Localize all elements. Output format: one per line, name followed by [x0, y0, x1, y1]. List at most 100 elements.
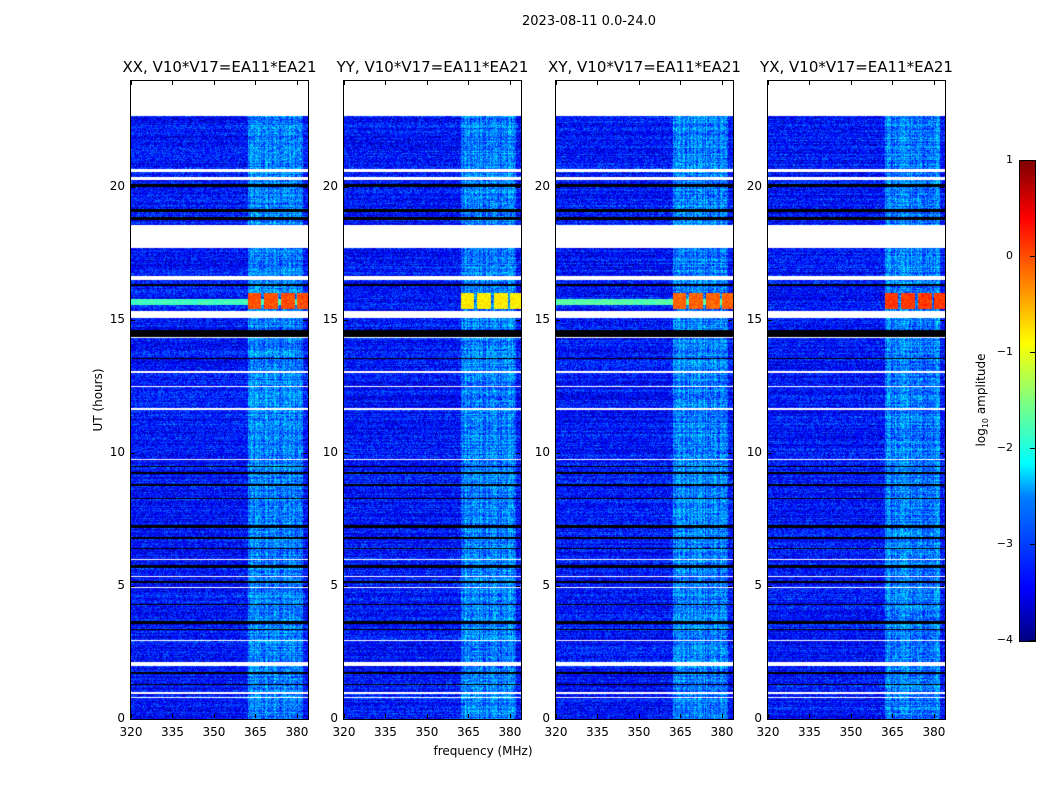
colorbar-tick-label: 1: [1006, 153, 1013, 166]
colorbar-tick-mark: [1030, 256, 1035, 257]
x-tick-mark: [426, 714, 428, 718]
x-tick-mark: [768, 714, 769, 718]
x-tick-mark: [597, 81, 599, 85]
colorbar-tick-label: −2: [996, 441, 1013, 454]
y-tick-mark: [131, 187, 135, 189]
heatmap-image: [344, 81, 521, 719]
y-tick-label: 0: [542, 711, 550, 725]
y-tick-label: 20: [322, 179, 338, 194]
y-tick-mark: [303, 453, 307, 455]
x-tick-label: 335: [374, 725, 397, 739]
y-tick-label: 0: [117, 711, 125, 725]
y-tick-label: 15: [109, 312, 125, 327]
x-tick-mark: [892, 81, 894, 85]
y-tick-label: 5: [330, 578, 338, 593]
x-tick-label: 320: [756, 725, 780, 739]
x-tick-mark: [172, 81, 174, 85]
y-tick-label: 20: [534, 179, 550, 194]
y-tick-mark: [516, 453, 520, 455]
y-tick-mark: [728, 453, 732, 455]
x-tick-mark: [296, 81, 298, 85]
colorbar-tick-mark: [1030, 352, 1035, 353]
x-tick-mark: [468, 81, 470, 85]
x-tick-mark: [509, 81, 511, 85]
y-tick-mark: [516, 187, 520, 189]
y-tick-mark: [768, 586, 772, 588]
heatmap-image: [768, 81, 945, 719]
x-tick-mark: [385, 714, 387, 718]
x-tick-label: 365: [457, 725, 480, 739]
x-tick-label: 365: [881, 725, 904, 739]
waterfall-panel-1: XX, V10*V17=EA11*EA21 320 335 350 365 380 0 5 10…: [110, 58, 317, 739]
waterfall-panel-2: YY, V10*V17=EA11*EA21 320 335 350 365 380 0 5 10…: [323, 58, 529, 739]
x-tick-mark: [344, 81, 345, 85]
waterfall-panel-3: XY, V10*V17=EA11*EA21 320 335 350 365 380 0 5 10…: [535, 58, 741, 739]
y-tick-mark: [344, 320, 348, 322]
y-tick-mark: [768, 453, 772, 455]
x-tick-mark: [809, 714, 811, 718]
y-tick-mark: [556, 586, 560, 588]
y-tick-mark: [940, 719, 944, 720]
y-tick-mark: [556, 719, 560, 720]
x-tick-label: 320: [332, 725, 356, 739]
x-tick-mark: [768, 81, 769, 85]
x-tick-mark: [556, 81, 557, 85]
x-tick-label: 320: [119, 725, 143, 739]
x-tick-label: 335: [586, 725, 609, 739]
y-tick-mark: [728, 719, 732, 720]
colorbar-tick-mark: [1030, 448, 1035, 449]
waterfall-panel-4: YX, V10*V17=EA11*EA21 320 335 350 365 380 0 5 10…: [747, 58, 953, 739]
x-tick-mark: [385, 81, 387, 85]
x-tick-mark: [131, 81, 132, 85]
x-tick-label: 335: [798, 725, 821, 739]
y-tick-label: 5: [117, 578, 125, 593]
x-tick-mark: [509, 714, 511, 718]
colorbar-tick-label: 0: [1006, 249, 1013, 262]
x-tick-label: 365: [244, 725, 267, 739]
y-tick-mark: [728, 586, 732, 588]
figure-title: 2023-08-11 0.0-24.0: [522, 14, 656, 29]
y-tick-mark: [131, 453, 135, 455]
x-axis-label: frequency (MHz): [433, 744, 533, 758]
x-tick-label: 350: [627, 725, 651, 739]
y-tick-mark: [516, 586, 520, 588]
x-tick-mark: [213, 81, 215, 85]
x-tick-mark: [638, 81, 640, 85]
x-tick-mark: [721, 81, 723, 85]
x-tick-mark: [850, 714, 852, 718]
colorbar-tick-label: −3: [996, 537, 1013, 550]
x-tick-mark: [344, 714, 345, 718]
y-tick-mark: [303, 187, 307, 189]
x-tick-mark: [680, 81, 682, 85]
x-tick-label: 335: [161, 725, 184, 739]
y-tick-label: 15: [746, 312, 762, 327]
x-tick-mark: [597, 714, 599, 718]
x-tick-label: 380: [710, 725, 734, 739]
y-tick-mark: [768, 320, 772, 322]
x-tick-mark: [850, 81, 852, 85]
x-tick-label: 380: [498, 725, 522, 739]
panel-title: XX, V10*V17=EA11*EA21: [122, 58, 317, 76]
y-tick-label: 15: [322, 312, 338, 327]
y-tick-label: 5: [754, 578, 762, 593]
y-tick-mark: [940, 320, 944, 322]
y-tick-mark: [728, 320, 732, 322]
colorbar-tick-mark: [1030, 544, 1035, 545]
x-tick-mark: [296, 714, 298, 718]
heatmap-image: [556, 81, 733, 719]
x-tick-mark: [131, 714, 132, 718]
x-tick-label: 350: [839, 725, 863, 739]
x-tick-mark: [933, 714, 935, 718]
x-tick-mark: [721, 714, 723, 718]
y-tick-label: 10: [322, 445, 338, 460]
y-tick-mark: [516, 719, 520, 720]
y-tick-label: 20: [109, 179, 125, 194]
x-tick-label: 365: [669, 725, 692, 739]
y-tick-label: 15: [534, 312, 550, 327]
y-tick-mark: [556, 453, 560, 455]
y-tick-label: 10: [534, 445, 550, 460]
y-tick-mark: [344, 453, 348, 455]
x-tick-label: 380: [285, 725, 309, 739]
y-tick-mark: [344, 586, 348, 588]
